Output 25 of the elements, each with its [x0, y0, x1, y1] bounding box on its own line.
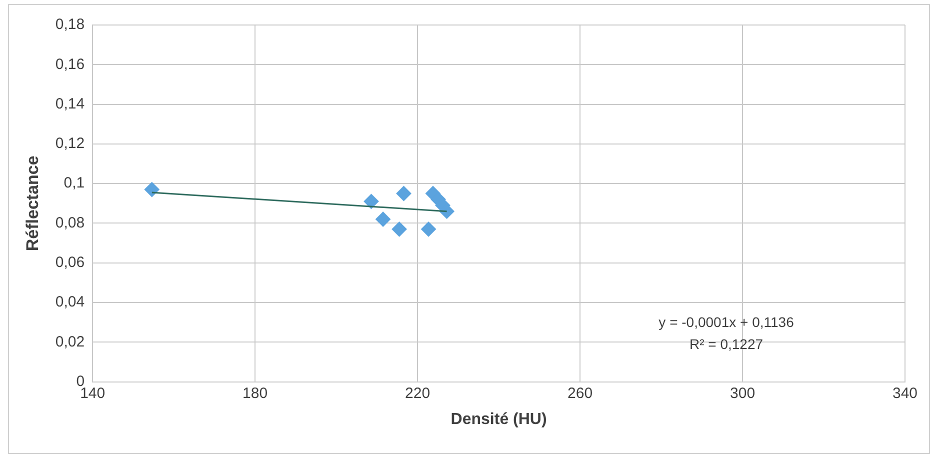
annotation: y = -0,0001x + 0,1136	[658, 314, 794, 330]
y-tick-label: 0,12	[55, 135, 85, 152]
x-tick-label: 140	[80, 384, 106, 402]
y-tick-label: 0,14	[55, 95, 85, 112]
point	[396, 186, 412, 201]
point	[421, 222, 436, 237]
x-tick-label: 220	[405, 384, 430, 402]
point	[392, 222, 407, 237]
point	[376, 212, 391, 227]
y-axis-title: Réflectance	[22, 156, 42, 252]
x-tick-label: 340	[892, 384, 918, 402]
y-tick-label: 0,04	[55, 294, 85, 311]
y-tick-label: 0,08	[55, 214, 85, 232]
x-tick-label: 300	[730, 384, 756, 402]
y-tick-label: 0,02	[55, 333, 85, 350]
point	[144, 182, 160, 198]
x-axis-title: Densité (HU)	[450, 410, 547, 428]
point	[364, 194, 379, 209]
y-tick-label: 0,16	[55, 56, 85, 73]
x-tick-label: 260	[568, 384, 593, 402]
annotation: R² = 0,1227	[689, 336, 764, 352]
x-tick-label: 180	[242, 384, 268, 402]
y-tick-label: 0,1	[64, 174, 85, 192]
y-tick-label: 0,06	[55, 254, 85, 272]
y-tick-label: 0,18	[55, 16, 85, 34]
